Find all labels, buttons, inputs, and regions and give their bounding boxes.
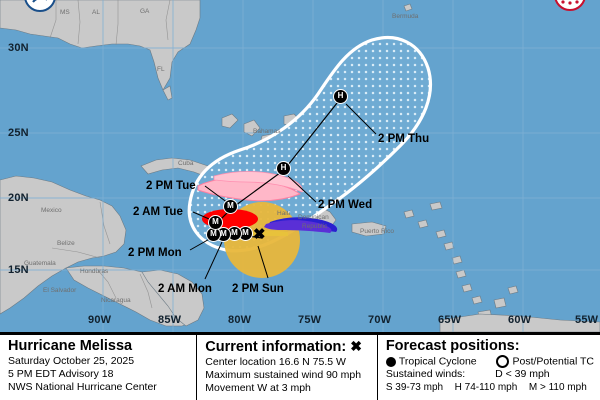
geo-label-fl: FL: [157, 66, 165, 73]
latitude-label-25n: 25N: [8, 127, 29, 139]
geo-label-republic: Republic: [302, 223, 328, 230]
latitude-label-30n: 30N: [8, 42, 29, 54]
forecast-positions-title: Forecast positions:: [385, 338, 520, 354]
geo-label-al: AL: [92, 9, 100, 16]
nhc-logo: [24, 0, 56, 12]
geo-label-ga: GA: [140, 8, 150, 15]
time-label-2-pm-tue: 2 PM Tue: [146, 180, 196, 192]
current-information-block: Current information: ✖ Center location 1…: [196, 335, 377, 400]
geo-label-cuba: Cuba: [178, 160, 194, 167]
geo-label-bermuda: Bermuda: [392, 13, 419, 20]
longitude-label-70w: 70W: [368, 314, 392, 326]
geo-label-mexico: Mexico: [41, 207, 62, 214]
sustained-winds-label: Sustained winds:: [385, 368, 466, 381]
forecast-marker-m-6[interactable]: M: [223, 199, 238, 214]
current-position-x-marker[interactable]: ✖: [253, 226, 266, 243]
forecast-marker-m-5[interactable]: M: [208, 215, 223, 230]
geo-label-honduras: Honduras: [80, 268, 109, 275]
time-label-2-pm-sun: 2 PM Sun: [232, 283, 284, 295]
map-graphics: [0, 0, 600, 332]
advisory-number: 5 PM EDT Advisory 18: [8, 368, 114, 380]
geo-label-nicaragua: Nicaragua: [101, 297, 131, 304]
legend-panel: Hurricane Melissa Saturday October 25, 2…: [0, 335, 600, 400]
storm-name: Hurricane Melissa: [8, 338, 133, 354]
geo-label-guatemala: Guatemala: [24, 260, 56, 267]
geo-label-el-salvador: El Salvador: [43, 287, 77, 294]
tropical-cyclone-label: Tropical Cyclone: [398, 355, 477, 368]
forecast-positions-block: Forecast positions: Tropical Cyclone Pos…: [376, 335, 600, 400]
symbol-key-row: Tropical Cyclone Post/Potential TC: [385, 355, 594, 368]
movement: Movement W at 3 mph: [205, 382, 311, 394]
longitude-label-75w: 75W: [298, 314, 322, 326]
sustained-winds-row: Sustained winds: D < 39 mph: [386, 368, 594, 381]
m-class-label: M > 110 mph: [528, 382, 587, 394]
longitude-label-65w: 65W: [438, 314, 462, 326]
current-position-x-icon: ✖: [350, 338, 363, 354]
maximum-sustained-wind: Maximum sustained wind 90 mph: [205, 369, 362, 381]
time-label-2-pm-mon: 2 PM Mon: [128, 247, 182, 259]
time-label-2-pm-wed: 2 PM Wed: [318, 199, 373, 211]
forecast-map[interactable]: MS AL GA FL Bermuda Mexico Belize Guatemala Hond…: [0, 0, 600, 335]
s-class-label: S 39-73 mph: [385, 382, 444, 394]
tropical-cyclone-dot-icon: [385, 356, 396, 367]
forecast-marker-h-7[interactable]: H: [276, 161, 291, 176]
time-label-2-am-mon: 2 AM Mon: [158, 283, 212, 295]
geo-label-dominican: Dominican: [298, 214, 329, 221]
latitude-label-15n: 15N: [8, 264, 29, 276]
post-potential-tc-label: Post/Potential TC: [512, 355, 594, 368]
forecast-marker-m-2[interactable]: M: [227, 226, 242, 241]
d-class-label: D < 39 mph: [495, 368, 550, 381]
longitude-label-85w: 85W: [158, 314, 182, 326]
geo-label-bahamas: Bahamas: [253, 128, 281, 135]
issuing-agency: NWS National Hurricane Center: [8, 381, 157, 393]
longitude-label-60w: 60W: [508, 314, 532, 326]
geo-label-ms: MS: [60, 9, 70, 16]
forecast-marker-h-8[interactable]: H: [333, 89, 348, 104]
post-potential-tc-circle-icon: [496, 355, 510, 368]
time-label-2-am-tue: 2 AM Tue: [133, 206, 183, 218]
current-information-title: Current information: ✖: [205, 338, 371, 356]
h-class-label: H 74-110 mph: [454, 382, 518, 394]
geo-label-puerto-rico: Puerto Rico: [360, 228, 394, 235]
center-location: Center location 16.6 N 75.5 W: [205, 356, 346, 368]
longitude-label-90w: 90W: [88, 314, 112, 326]
current-information-label: Current information:: [205, 339, 347, 355]
wind-class-row: S 39-73 mph H 74-110 mph M > 110 mph: [386, 381, 594, 394]
geo-label-haiti: Haiti: [277, 210, 291, 217]
storm-info-block: Hurricane Melissa Saturday October 25, 2…: [0, 335, 196, 400]
longitude-label-80w: 80W: [228, 314, 252, 326]
noaa-logo: [554, 0, 586, 11]
advisory-date: Saturday October 25, 2025: [8, 355, 135, 367]
longitude-label-55w: 55W: [575, 314, 599, 326]
geo-label-belize: Belize: [57, 240, 75, 247]
latitude-label-20n: 20N: [8, 192, 29, 204]
time-label-2-pm-thu: 2 PM Thu: [378, 133, 430, 145]
